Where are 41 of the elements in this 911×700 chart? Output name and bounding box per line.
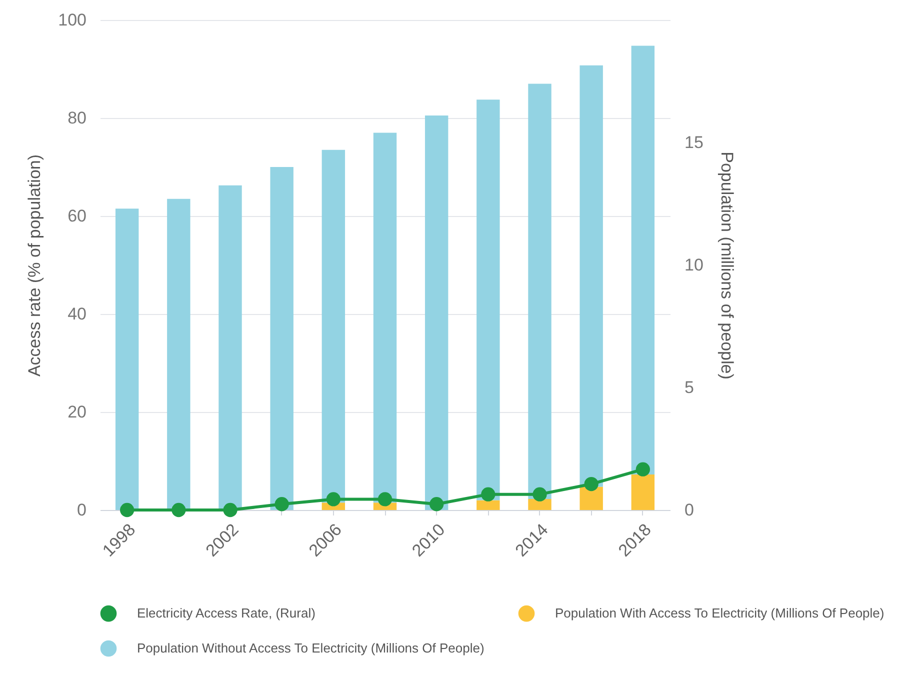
y2-axis-title: Population (millions of people) — [717, 152, 736, 380]
y2-tick-label: 15 — [684, 133, 704, 152]
bar — [631, 474, 655, 510]
point — [378, 492, 392, 506]
point — [326, 492, 340, 506]
bar — [631, 46, 655, 474]
bar — [115, 208, 139, 510]
point — [532, 487, 547, 502]
legend-label: Population With Access To Electricity (Millions Of People) — [555, 606, 884, 621]
y-tick-label: 20 — [68, 402, 86, 422]
legend-label: Population Without Access To Electricity (Millions Of People) — [137, 640, 484, 656]
bar — [424, 116, 448, 510]
bar — [476, 500, 500, 510]
point — [584, 476, 598, 492]
bar — [580, 65, 603, 487]
bar — [580, 486, 603, 510]
y-tick-label: 40 — [68, 304, 86, 324]
y2-tick-label: 0 — [684, 500, 694, 520]
bar — [476, 100, 500, 500]
bar — [270, 167, 294, 510]
legend-label: Electricity Access Rate, (Rural) — [137, 606, 316, 621]
y2-tick-label: 10 — [684, 256, 704, 274]
point — [120, 502, 134, 518]
bar — [167, 198, 190, 510]
y-axis-title: Access rate (% of population) — [25, 154, 44, 377]
y-tick-label: 60 — [68, 206, 86, 226]
y-tick-label: 100 — [58, 10, 86, 30]
bar — [528, 84, 552, 499]
point — [223, 502, 238, 518]
point — [636, 462, 650, 476]
y2-tick-label: 5 — [684, 378, 694, 397]
point — [481, 487, 496, 502]
bar — [528, 498, 552, 510]
bar — [322, 150, 346, 503]
point — [430, 497, 444, 512]
point — [172, 502, 186, 518]
point — [274, 497, 289, 512]
bar — [218, 185, 242, 510]
y-tick-label: 80 — [68, 108, 86, 128]
y-tick-label: 0 — [77, 500, 86, 520]
bar — [373, 132, 397, 503]
